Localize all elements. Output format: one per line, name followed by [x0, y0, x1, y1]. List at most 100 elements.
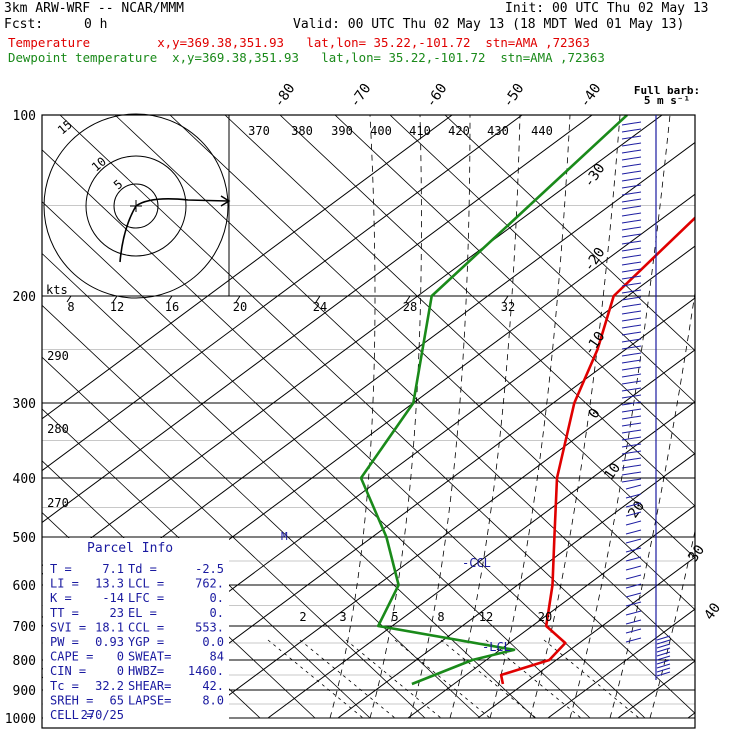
- lcl-label: -LCL: [482, 640, 511, 654]
- wind-barb: [621, 282, 642, 287]
- dry-adiabat: [224, 115, 695, 719]
- speed-tick: [112, 295, 118, 303]
- wind-barb: [621, 268, 642, 273]
- speed-tick: [315, 295, 321, 303]
- moist-adiabat: [409, 115, 471, 719]
- parcel-info-label: SHEAR=: [128, 679, 171, 693]
- wind-barb: [625, 493, 642, 499]
- wind-barb: [625, 565, 642, 571]
- barb-legend-unit: 5 m s⁻¹: [644, 94, 690, 107]
- parcel-info-label: LCL =: [128, 577, 164, 591]
- parcel-info-value: 0.: [210, 606, 224, 620]
- moist-adiabat: [609, 115, 695, 719]
- isobar-label: 700: [13, 620, 36, 635]
- wind-barb: [621, 142, 642, 147]
- parcel-info-label: CIN =: [50, 664, 86, 678]
- wind-barb: [621, 191, 642, 196]
- wind-barb: [621, 303, 642, 308]
- init-time: Init: 00 UTC Thu 02 May 13: [505, 1, 709, 16]
- moist-adiabat: [529, 115, 621, 719]
- wind-barb: [621, 177, 642, 182]
- wind-barb: [656, 663, 671, 669]
- parcel-info-value: 32.2: [95, 679, 124, 693]
- wind-barb: [656, 671, 671, 677]
- speed-tick: [167, 295, 173, 303]
- moist-adiabat: [489, 115, 571, 719]
- wind-barb: [621, 471, 642, 476]
- isotherm-line: [42, 115, 453, 719]
- model-title: 3km ARW-WRF -- NCAR/MMM: [4, 1, 185, 16]
- moist-adiabat: [449, 115, 521, 719]
- mixing-ratio-label: 8: [437, 610, 444, 624]
- wind-barb: [621, 296, 642, 301]
- wind-barb: [621, 233, 642, 238]
- wind-barb: [621, 373, 642, 378]
- wind-barb: [621, 429, 642, 434]
- moist-adiabat: [329, 115, 376, 719]
- dry-adiabat: [59, 115, 695, 719]
- wind-barb: [621, 219, 642, 224]
- wind-barb: [625, 484, 642, 490]
- wind-barb: [621, 163, 642, 168]
- speed-label: 16: [165, 300, 179, 314]
- parcel-info-label: LAPSE=: [128, 693, 171, 707]
- wind-barb: [621, 156, 642, 161]
- wind-barb: [625, 556, 642, 562]
- wind-barb: [621, 254, 642, 259]
- parcel-info-value: 553.: [195, 620, 224, 634]
- mixing-ratio-line: [299, 639, 396, 719]
- mixing-ratio-line: [267, 639, 364, 719]
- wind-barb: [621, 226, 642, 231]
- wind-barb: [621, 275, 642, 280]
- theta-label: 390: [331, 124, 353, 138]
- wind-barb: [656, 647, 671, 653]
- parcel-info-value: -14: [102, 591, 124, 605]
- theta-label: 270: [47, 496, 69, 510]
- wind-barb: [621, 121, 642, 126]
- isotherm-line: [687, 115, 695, 719]
- isotherm-label: 40: [701, 600, 724, 623]
- barb-legend-title: Full barb:: [634, 84, 700, 97]
- wind-barb: [621, 464, 642, 469]
- wind-barb: [625, 619, 642, 625]
- isotherm-label: -80: [271, 81, 299, 111]
- parcel-info-value: 0: [117, 664, 124, 678]
- parcel-info-value: 65: [110, 693, 124, 707]
- isotherm-line: [42, 115, 663, 719]
- wind-barb: [625, 574, 642, 580]
- wind-barb: [621, 261, 642, 266]
- theta-label: 400: [370, 124, 392, 138]
- isobar-label: 500: [13, 531, 36, 546]
- parcel-info-value: 42.: [202, 679, 224, 693]
- wind-barb: [621, 184, 642, 189]
- wind-barb: [621, 457, 642, 462]
- wind-barb: [621, 128, 642, 133]
- wind-barb: [621, 345, 642, 350]
- plot-frame: [41, 114, 696, 729]
- speed-tick: [235, 295, 241, 303]
- speed-label: 32: [501, 300, 515, 314]
- hodograph-ring: [85, 155, 187, 257]
- dry-adiabat: [42, 115, 371, 719]
- wind-barb: [656, 651, 671, 657]
- hodograph-ring-label: 5: [111, 177, 126, 192]
- isobar-label: 200: [13, 290, 36, 305]
- wind-barb: [625, 520, 642, 526]
- isotherm-label: -30: [581, 161, 609, 191]
- parcel-info-title: Parcel Info: [87, 541, 173, 556]
- parcel-info-label: CCL =: [128, 620, 164, 634]
- wind-barb: [656, 635, 671, 641]
- wind-barb: [621, 436, 642, 441]
- wind-barb: [621, 422, 642, 427]
- parcel-info-value: 270/25: [81, 708, 124, 722]
- mixing-ratio-label: 20: [538, 610, 552, 624]
- isotherm-label: 10: [601, 460, 624, 483]
- isotherm-line: [407, 115, 695, 719]
- parcel-info-label: EL =: [128, 606, 157, 620]
- valid-time: Valid: 00 UTC Thu 02 May 13 (18 MDT Wed …: [293, 17, 685, 32]
- speed-tick: [66, 295, 72, 303]
- wind-barb: [621, 135, 642, 140]
- wind-barb: [625, 592, 642, 598]
